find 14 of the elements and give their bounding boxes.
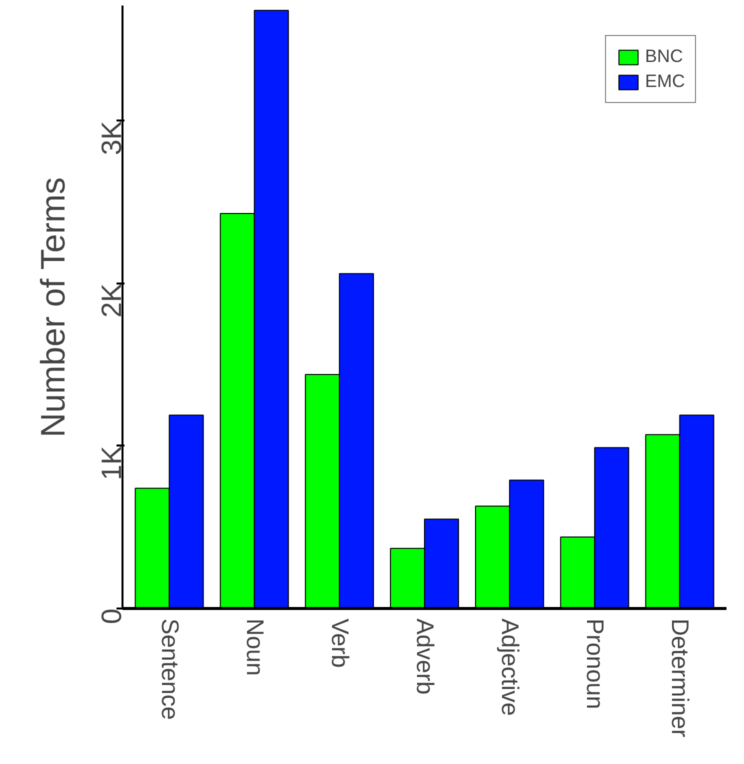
y-axis-title: Number of Terms: [34, 177, 72, 438]
x-tick-label: Verb: [326, 618, 353, 668]
x-tick-label: Adverb: [411, 618, 438, 695]
x-tick-label: Adjective: [496, 618, 524, 716]
x-tick-label: Pronoun: [581, 618, 608, 710]
legend-label: BNC: [645, 46, 684, 67]
y-tick-label: 3K: [96, 120, 127, 156]
x-tick-label: Determiner: [666, 618, 694, 738]
y-tick-label: 0: [96, 608, 127, 624]
x-tick-label: Noun: [240, 618, 268, 676]
x-tick-label: Sentence: [156, 618, 183, 720]
y-tick-label: 2K: [96, 283, 127, 318]
legend-label: EMC: [645, 71, 685, 92]
y-tick-label: 1K: [96, 446, 127, 480]
